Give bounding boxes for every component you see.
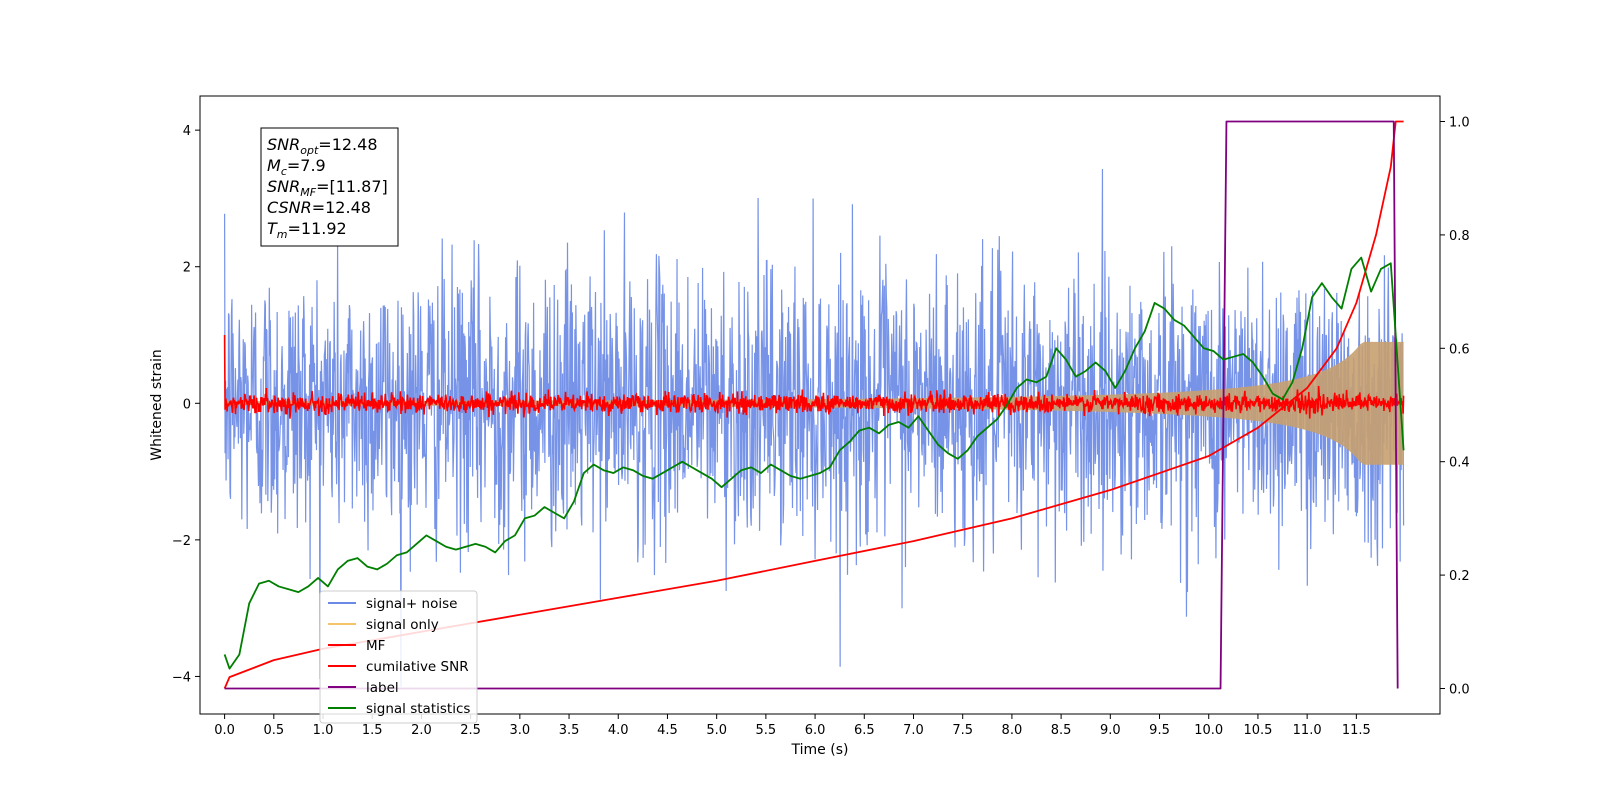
legend-label-signal-statistics: signal statistics [366,701,470,717]
annotation-tm: Tm=11.92 [267,219,347,241]
series-signal-statistics [223,256,1405,670]
legend-label-signal-only: signal only [366,617,439,633]
series-label [224,120,1399,690]
x-tick-label: 10.5 [1243,723,1272,738]
x-tick-label: 7.5 [952,723,973,738]
x-tick-label: 6.5 [854,723,875,738]
y-tick-label: −2 [172,534,191,549]
x-tick-label: 3.5 [559,723,580,738]
x-tick-label: 11.0 [1293,723,1322,738]
x-tick-label: 10.0 [1194,723,1223,738]
x-axis: 0.0 0.5 1.0 1.5 2.0 2.5 3.0 3.5 4.0 4.5 5.0 5.5 6.0 6… [214,714,1371,738]
annotation-snr-mf: SNRMF=[11.87] [267,177,388,199]
legend-label-mf: MF [366,638,385,654]
legend-label-signal-noise: signal+ noise [366,596,457,612]
x-tick-label: 0.0 [214,723,235,738]
y-tick-label: 0 [183,397,191,412]
annotation-csnr: CSNR=12.48 [267,198,371,217]
x-tick-label: 0.5 [263,723,284,738]
plot-frame [199,95,1441,715]
y2-tick-label: 0.4 [1449,456,1470,471]
annotation-mc: Mc=7.9 [267,156,326,178]
y-tick-label: 4 [183,124,191,139]
y2-tick-label: 0.8 [1449,229,1470,244]
x-tick-label: 8.5 [1051,723,1072,738]
x-tick-label: 4.5 [657,723,678,738]
x-tick-label: 3.0 [509,723,530,738]
x-tick-label: 8.0 [1002,723,1023,738]
y2-tick-label: 1.0 [1449,116,1470,131]
x-tick-label: 1.5 [362,723,383,738]
x-tick-label: 9.5 [1149,723,1170,738]
x-tick-label: 11.5 [1342,723,1371,738]
legend-label-cumilative-snr: cumilative SNR [366,659,469,675]
x-tick-label: 6.0 [805,723,826,738]
legend-label-label: label [366,680,399,696]
y-tick-label: 2 [183,261,191,276]
y2-tick-label: 0.6 [1449,342,1470,357]
y-axis: 4 2 0 −2 −4 [172,124,200,685]
annotation-box: SNRopt=12.48 Mc=7.9 SNRMF=[11.87] CSNR=1… [260,127,399,247]
annotation-snr-opt: SNRopt=12.48 [267,135,378,157]
x-tick-label: 5.0 [706,723,727,738]
x-tick-label: 2.5 [460,723,481,738]
y2-tick-label: 0.0 [1449,682,1470,697]
x-tick-label: 9.0 [1100,723,1121,738]
x-tick-label: 2.0 [411,723,432,738]
y-tick-label: −4 [172,670,191,685]
x-tick-label: 5.5 [756,723,777,738]
x-axis-label: Time (s) [791,742,849,758]
legend: signal+ noise signal only MF cumilative SNR… [319,590,478,724]
y2-axis: 1.0 0.8 0.6 0.4 0.2 0.0 [1440,116,1470,697]
y-axis-label: Whitened strain [149,349,165,460]
x-tick-label: 7.0 [903,723,924,738]
series-mf [223,335,1405,419]
x-tick-label: 1.0 [313,723,334,738]
x-tick-label: 4.0 [608,723,629,738]
series-signal-noise [224,169,1405,687]
y2-tick-label: 0.2 [1449,569,1470,584]
